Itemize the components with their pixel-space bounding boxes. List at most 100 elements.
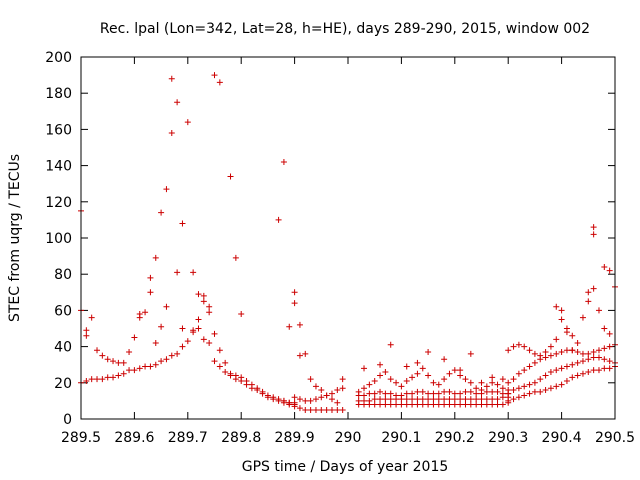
series-11 xyxy=(361,341,506,386)
data-point xyxy=(387,341,394,348)
data-point xyxy=(371,390,378,397)
data-point xyxy=(499,376,506,383)
data-point xyxy=(200,292,207,299)
data-point xyxy=(200,336,207,343)
data-point xyxy=(409,396,416,403)
series-7 xyxy=(355,399,512,408)
data-point xyxy=(590,354,597,361)
data-point xyxy=(158,358,165,365)
series-8 xyxy=(355,394,512,404)
x-tick-label: 289.6 xyxy=(114,430,154,446)
data-point xyxy=(510,343,517,350)
data-point xyxy=(163,356,170,363)
data-point xyxy=(120,359,127,366)
data-point xyxy=(371,401,378,408)
data-point xyxy=(238,311,245,318)
x-tick-label: 290.2 xyxy=(435,430,475,446)
data-point xyxy=(179,343,186,350)
data-point xyxy=(537,352,544,359)
x-tick-label: 289.9 xyxy=(275,430,315,446)
data-point xyxy=(585,368,592,375)
data-point xyxy=(393,379,400,386)
data-point xyxy=(595,354,602,361)
data-point xyxy=(558,307,565,314)
data-point xyxy=(377,401,384,408)
data-point xyxy=(174,350,181,357)
x-tick-label: 289.5 xyxy=(61,430,101,446)
data-point xyxy=(478,387,485,394)
data-point xyxy=(377,396,384,403)
data-point xyxy=(328,390,335,397)
data-point xyxy=(430,396,437,403)
data-point xyxy=(403,390,410,397)
data-point xyxy=(323,392,330,399)
data-point xyxy=(120,370,127,377)
data-point xyxy=(259,390,266,397)
data-point xyxy=(489,388,496,395)
x-tick-label: 290.1 xyxy=(381,430,421,446)
data-point xyxy=(323,406,330,413)
data-point xyxy=(403,401,410,408)
data-point xyxy=(291,289,298,296)
data-point xyxy=(243,381,250,388)
data-point xyxy=(334,399,341,406)
data-point xyxy=(542,354,549,361)
data-point xyxy=(307,397,314,404)
data-point xyxy=(232,376,239,383)
data-point xyxy=(451,367,458,374)
data-point xyxy=(419,365,426,372)
data-point xyxy=(590,285,597,292)
data-point xyxy=(115,359,122,366)
data-point xyxy=(489,401,496,408)
data-point xyxy=(521,367,528,374)
data-point xyxy=(163,186,170,193)
data-point xyxy=(590,349,597,356)
data-point xyxy=(574,339,581,346)
data-point xyxy=(595,367,602,374)
data-point xyxy=(158,323,165,330)
data-point xyxy=(291,300,298,307)
data-point xyxy=(296,321,303,328)
data-point xyxy=(494,388,501,395)
data-point xyxy=(553,350,560,357)
data-point xyxy=(307,406,314,413)
data-point xyxy=(83,332,90,339)
data-point xyxy=(558,316,565,323)
data-point xyxy=(473,390,480,397)
data-point xyxy=(435,396,442,403)
data-point xyxy=(425,396,432,403)
data-point xyxy=(473,396,480,403)
data-point xyxy=(585,298,592,305)
data-point xyxy=(569,347,576,354)
data-point xyxy=(99,352,106,359)
data-point xyxy=(254,387,261,394)
data-point xyxy=(99,376,106,383)
data-point xyxy=(387,390,394,397)
data-point xyxy=(601,263,608,270)
data-point xyxy=(521,343,528,350)
data-point xyxy=(590,224,597,231)
data-point xyxy=(115,372,122,379)
data-point xyxy=(606,267,613,274)
y-tick-label: 160 xyxy=(45,122,72,138)
data-point xyxy=(473,385,480,392)
data-point xyxy=(126,367,133,374)
x-tick-label: 290.5 xyxy=(595,430,635,446)
data-point xyxy=(387,396,394,403)
data-point xyxy=(441,396,448,403)
data-point xyxy=(318,406,325,413)
data-point xyxy=(174,99,181,106)
data-point xyxy=(435,390,442,397)
data-point xyxy=(467,401,474,408)
data-point xyxy=(270,396,277,403)
data-point xyxy=(312,396,319,403)
data-point xyxy=(563,329,570,336)
data-point xyxy=(462,401,469,408)
data-point xyxy=(441,388,448,395)
data-point xyxy=(355,397,362,404)
data-point xyxy=(393,392,400,399)
data-point xyxy=(430,401,437,408)
data-point xyxy=(553,336,560,343)
y-tick-label: 40 xyxy=(54,340,72,356)
data-point xyxy=(547,343,554,350)
